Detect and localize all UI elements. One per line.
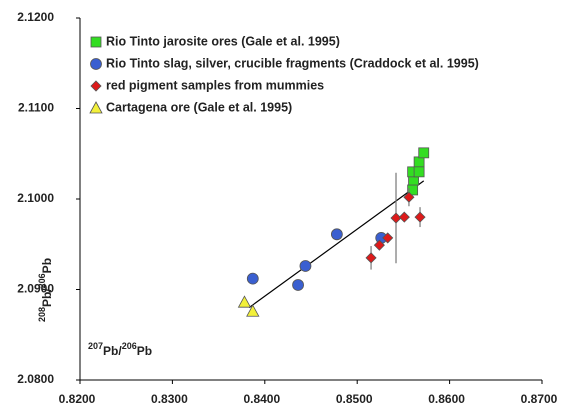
diamond-marker	[403, 191, 415, 203]
circle-marker	[90, 58, 102, 70]
x-tick-label: 0.8400	[243, 392, 280, 406]
y-tick-label: 2.1100	[18, 101, 54, 115]
triangle-marker	[89, 101, 103, 114]
label-sup: 208	[37, 307, 47, 322]
diamond-marker	[365, 252, 377, 264]
diamond-marker	[90, 80, 102, 92]
label-text: Pb/	[40, 288, 54, 307]
ylabel_parts: 208Pb/206Pb	[37, 258, 54, 322]
square-marker	[418, 147, 430, 159]
trend-line	[248, 180, 425, 309]
x-tick-label: 0.8300	[151, 392, 188, 406]
diamond-marker	[382, 232, 394, 244]
circle-marker	[330, 228, 343, 241]
legend-label: Rio Tinto slag, silver, crucible fragmen…	[106, 56, 479, 70]
circle-marker	[299, 260, 312, 272]
legend-label: Rio Tinto jarosite ores (Gale et al. 199…	[106, 34, 340, 48]
square-marker	[413, 156, 425, 168]
x-tick-label: 0.8500	[336, 392, 373, 406]
label-sup: 206	[37, 273, 47, 288]
x-tick-label: 0.8200	[59, 392, 96, 406]
diamond-marker	[398, 211, 410, 223]
legend-label: red pigment samples from mummies	[106, 78, 324, 92]
y-tick-label: 2.0800	[17, 372, 54, 386]
label-text: Pb	[137, 344, 152, 358]
triangle-marker	[246, 304, 260, 317]
y-tick-label: 2.1200	[17, 10, 54, 24]
label-text: Pb	[40, 258, 54, 273]
x-tick-label: 0.8700	[521, 392, 558, 406]
triangle-marker	[237, 295, 252, 308]
y-tick-label: 2.0900	[17, 282, 54, 296]
circle-marker	[292, 279, 304, 291]
diamond-marker	[390, 212, 402, 224]
square-marker	[413, 166, 425, 178]
xlabel_parts: 207Pb/206Pb	[88, 341, 152, 358]
x-tick-label: 0.8600	[428, 392, 465, 406]
label-text: Pb/	[103, 344, 122, 358]
diamond-marker	[414, 211, 426, 223]
square-marker	[90, 36, 102, 48]
y-tick-label: 2.1000	[17, 191, 54, 205]
legend-label: Cartagena ore (Gale et al. 1995)	[106, 100, 292, 114]
label-sup: 207	[88, 341, 103, 351]
circle-marker	[246, 272, 259, 285]
label-sup: 206	[122, 341, 137, 351]
diamond-marker	[373, 239, 385, 251]
